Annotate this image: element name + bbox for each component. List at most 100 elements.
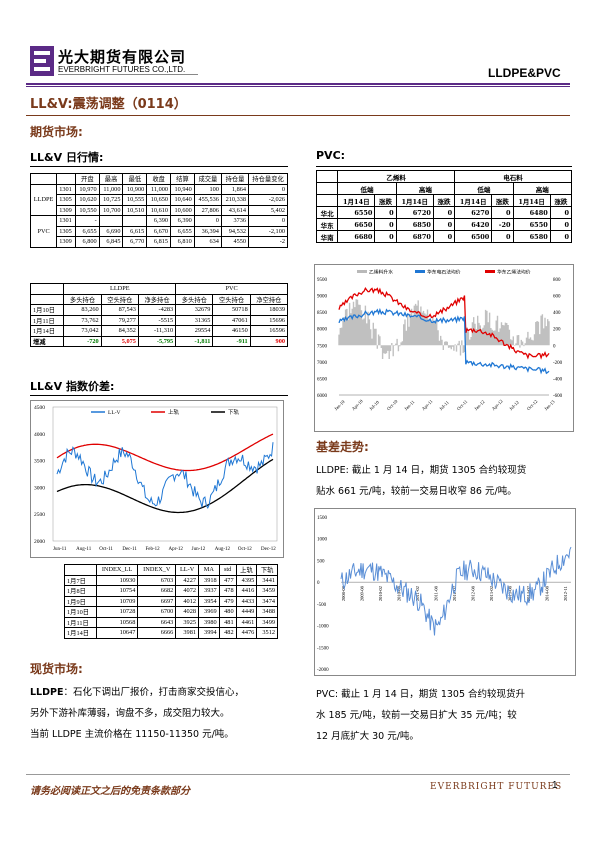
table-cell: 4476 (236, 628, 257, 639)
table-cell: 4395 (236, 575, 257, 586)
table-cell: 18039 (250, 305, 287, 316)
table-cell: 10647 (96, 628, 138, 639)
table-cell: 6680 (338, 231, 375, 243)
table-cell: 0 (375, 231, 396, 243)
x-tick-label: Oct-11 (99, 547, 113, 552)
column-header: 收盘 (147, 174, 171, 185)
table-cell: 10,940 (171, 184, 195, 195)
table-header-row: 低端 高端 低端 高端 (317, 183, 572, 195)
table-cell: 3441 (257, 575, 278, 586)
table-cell: 4072 (176, 586, 199, 597)
table-cell: 3499 (257, 617, 278, 628)
table-cell: 6697 (138, 596, 176, 607)
index-spread-chart-svg: 450040003500300025002000Jun-11 Aug-11 Oct-… (31, 401, 283, 557)
pvc-heading-rule (316, 166, 572, 167)
table-cell: 0 (433, 219, 454, 231)
column-header: 空头持仓 (213, 294, 250, 305)
y-tick-label: 3500 (34, 459, 45, 465)
group-header: PVC (176, 284, 288, 295)
x-tick-label: 2010-02 (378, 586, 383, 601)
column-header: 持仓量 (221, 174, 248, 185)
table-cell: 10,620 (75, 195, 99, 206)
y-left-tick-label: 6000 (317, 394, 328, 399)
legend-label: LL-V (108, 410, 121, 416)
table-row: 1月7日 10930 6703 4227 3918 477 4395 3441 (65, 575, 278, 586)
table-cell: 4012 (176, 596, 199, 607)
table-cell: 1305 (57, 195, 76, 206)
row-date: 1月10日 (31, 305, 64, 316)
table-cell: 480 (219, 607, 236, 618)
table-cell: 11,000 (99, 184, 123, 195)
y-tick-label: 2000 (34, 539, 45, 545)
table-cell: 94,532 (221, 226, 248, 237)
x-tick-label: 2011-08 (434, 585, 439, 601)
table-cell (99, 216, 123, 227)
table-cell: 479 (219, 596, 236, 607)
table-cell: 6550 (338, 207, 375, 219)
table-cell: 1月14日 (65, 628, 97, 639)
legend-label: 华东乙烯法均价 (497, 269, 531, 276)
table-cell: 6500 (455, 231, 492, 243)
table-cell: 6,815 (147, 237, 171, 248)
title-divider (26, 115, 570, 116)
x-tick-label: Apr-10 (351, 398, 364, 411)
x-tick-label: Jun-12 (192, 547, 206, 552)
column-header: 1月14日 (513, 195, 550, 207)
table-cell: 0 (433, 207, 454, 219)
table-cell: 10,725 (99, 195, 123, 206)
column-header: 空头持仓 (101, 294, 138, 305)
table-cell: 6,770 (123, 237, 147, 248)
y-tick-label: 4000 (34, 432, 45, 438)
table-cell: 1月10日 (65, 607, 97, 618)
y-tick-label: 3000 (34, 485, 45, 491)
table-cell: 47061 (213, 315, 250, 326)
table-cell (317, 183, 338, 195)
table-cell: 3736 (221, 216, 248, 227)
table-cell: 6682 (138, 586, 176, 597)
company-name-en: EVERBRIGHT FUTURES CO.,LTD. (58, 65, 185, 74)
table-cell: 5,402 (249, 205, 288, 216)
header-divider-thin (26, 86, 570, 87)
table-cell: 3937 (198, 586, 219, 597)
table-cell: 1301 (57, 184, 76, 195)
table-cell: -20 (492, 219, 513, 231)
column-header: 低端 (338, 183, 396, 195)
table-cell: 1月11日 (65, 617, 97, 628)
table-cell: 6720 (396, 207, 433, 219)
table-cell: 3981 (176, 628, 199, 639)
table-cell: 6550 (513, 219, 550, 231)
table-cell: 10,640 (171, 195, 195, 206)
pvc-spot-table: 乙烯料 电石料 低端 高端 低端 高端 1月14日 涨跌 1月14日 涨跌 1月14日 涨跌 1月14日… (316, 170, 572, 243)
table-cell: -2 (249, 237, 288, 248)
spot-line-1: ：石化下调出厂报价，打击商家交投信心， (63, 687, 244, 698)
column-header: INDEX_V (138, 565, 176, 576)
table-cell: 3969 (198, 607, 219, 618)
x-tick-label: Aug-12 (215, 547, 231, 552)
table-cell: 43,614 (221, 205, 248, 216)
column-header: 高端 (513, 183, 571, 195)
index-heading-rule (30, 395, 288, 396)
x-tick-label: Aug-11 (76, 547, 92, 552)
column-header: 成交量 (194, 174, 221, 185)
spot-line-3: 当前 LLDPE 主流价格在 11150-11350 元/吨。 (30, 724, 292, 745)
table-header-row: 开盘 最高 最低 收盘 结算 成交量 持仓量 持仓量变化 (31, 174, 288, 185)
column-header: 涨跌 (433, 195, 454, 207)
basis-chart-svg: 1500 1000 500 0 -500 -1000 -1500 -2000 2008-08 20… (315, 509, 575, 675)
x-tick-label: Oct-12 (526, 398, 539, 411)
table-cell: 210,338 (221, 195, 248, 206)
table-cell: 634 (194, 237, 221, 248)
table-header-row: INDEX_LL INDEX_V LL-V MA std 上轨 下轨 (65, 565, 278, 576)
row-date: 1月14日 (31, 326, 64, 337)
spot-lldpe-label: LLDPE (30, 687, 63, 698)
report-title: LL&V:震荡调整（0114） (30, 93, 187, 112)
table-cell: 10709 (96, 596, 138, 607)
table-cell: 3925 (176, 617, 199, 628)
table-cell (31, 294, 64, 305)
spot-market-text: LLDPE：石化下调出厂报价，打击商家交投信心， 另外下游补库薄弱，询盘不多，成… (30, 682, 292, 745)
column-header: 开盘 (75, 174, 99, 185)
table-cell: 6,670 (147, 226, 171, 237)
x-tick-label: Jul-10 (368, 399, 380, 411)
daily-quotes-table: 开盘 最高 最低 收盘 结算 成交量 持仓量 持仓量变化 LLDPE 1301 10,970 11,0… (30, 173, 288, 248)
y-right-tick-label: 400 (553, 311, 561, 316)
legend-label: 上轨 (168, 408, 180, 416)
